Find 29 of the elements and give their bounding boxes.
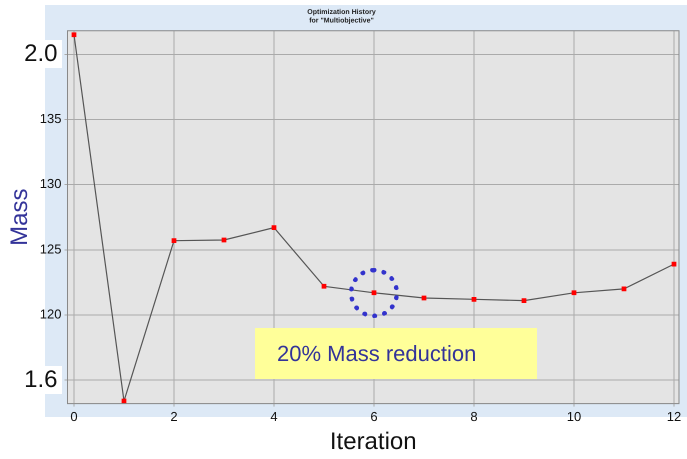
x-tick-label: 10 xyxy=(566,408,582,424)
x-tick-label: 2 xyxy=(170,408,178,424)
point xyxy=(72,32,76,38)
point xyxy=(672,262,676,266)
point xyxy=(172,238,176,244)
y-tick-label: 130 xyxy=(40,176,62,192)
x-tick-label: 0 xyxy=(70,408,78,424)
x-tick-label: 4 xyxy=(270,408,278,424)
note-box: 20% Mass reduction xyxy=(255,328,537,379)
point xyxy=(572,290,576,296)
x-tick-label: 12 xyxy=(666,408,682,424)
y-axis-title: Mass xyxy=(6,188,34,246)
point xyxy=(122,398,126,404)
x-axis-title: Iteration xyxy=(330,428,417,456)
point xyxy=(322,284,326,289)
y-tick-label: 135 xyxy=(40,111,62,126)
point xyxy=(222,238,226,242)
text: 2.0 xyxy=(20,40,62,68)
y-tick-label: 120 xyxy=(40,306,62,322)
point xyxy=(472,296,476,302)
point xyxy=(622,286,626,292)
point xyxy=(372,290,376,296)
x-tick-label: 8 xyxy=(470,408,478,424)
x-tick-label: 6 xyxy=(370,408,378,424)
y-tick-label: 125 xyxy=(40,241,62,256)
point xyxy=(522,298,526,303)
text: 1.6 xyxy=(20,366,62,394)
point xyxy=(272,225,276,230)
point xyxy=(422,296,426,300)
